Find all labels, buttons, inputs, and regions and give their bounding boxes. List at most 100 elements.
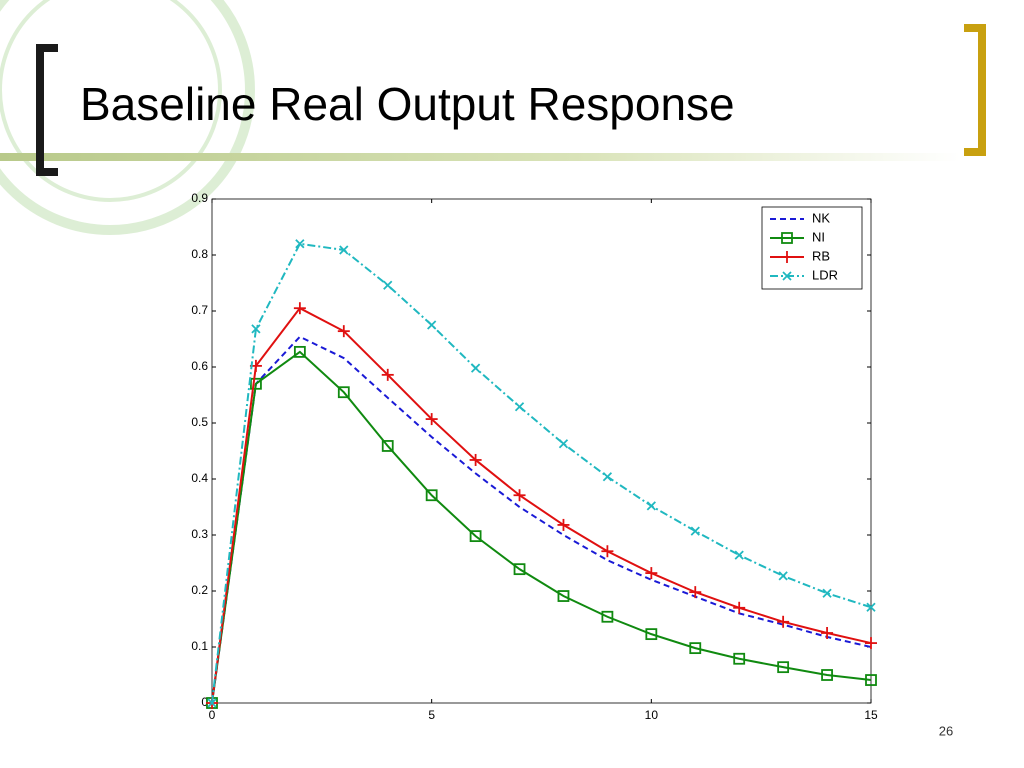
legend-label: NI [812, 229, 825, 244]
series-line [211, 335, 872, 704]
marker-shape [821, 669, 833, 681]
x-tick-label: 10 [645, 708, 659, 722]
marker [866, 602, 876, 612]
marker [689, 642, 702, 655]
marker-shape [778, 571, 788, 581]
marker [469, 453, 482, 466]
marker-shape [866, 602, 876, 612]
left-bracket [36, 44, 58, 176]
marker [822, 588, 832, 598]
marker-shape [558, 439, 569, 449]
marker [513, 489, 526, 502]
marker-shape [383, 280, 393, 290]
marker [207, 698, 217, 708]
marker-shape [427, 320, 437, 330]
y-tick-label: 0.1 [191, 639, 208, 653]
marker [469, 530, 482, 543]
y-tick-label: 0.8 [191, 247, 208, 261]
marker [689, 586, 702, 599]
x-tick-label: 5 [428, 708, 435, 722]
marker-shape [557, 590, 570, 602]
marker [293, 302, 306, 315]
marker-shape [865, 674, 877, 686]
marker [781, 232, 793, 244]
marker [425, 413, 438, 426]
marker [381, 440, 394, 452]
marker [777, 661, 790, 674]
marker [251, 324, 261, 334]
y-tick-label: 0.6 [191, 359, 208, 373]
marker [337, 386, 350, 399]
marker [733, 601, 746, 614]
marker [821, 627, 834, 639]
marker [293, 345, 306, 358]
y-tick-label: 0.9 [191, 191, 208, 205]
page-number: 26 [939, 723, 953, 738]
marker [777, 615, 790, 628]
y-tick-label: 0.5 [191, 415, 208, 429]
marker-shape [514, 402, 525, 412]
marker [425, 489, 438, 502]
marker [733, 652, 746, 665]
marker-shape [250, 377, 262, 390]
marker [295, 239, 305, 249]
marker-shape [777, 661, 790, 674]
marker-shape [207, 698, 217, 708]
marker [734, 550, 744, 560]
marker-shape [293, 345, 306, 358]
legend-box [761, 206, 863, 290]
marker [250, 377, 262, 390]
legend-label: RB [812, 248, 830, 263]
legend-label: LDR [812, 267, 838, 282]
series-line [211, 350, 872, 704]
marker [337, 325, 350, 338]
marker-shape [689, 642, 702, 655]
marker-shape [295, 239, 305, 249]
marker [470, 363, 481, 373]
marker-shape [513, 563, 526, 576]
title-band [0, 153, 960, 161]
marker-shape [734, 550, 744, 560]
y-tick-label: 0.4 [191, 471, 208, 485]
y-tick-label: 0.3 [191, 527, 208, 541]
marker [690, 526, 700, 536]
marker-shape [425, 489, 438, 502]
marker-shape [601, 610, 614, 623]
marker [646, 501, 656, 511]
marker [557, 518, 570, 531]
y-tick-label: 0 [201, 695, 208, 709]
x-tick-label: 0 [209, 708, 216, 722]
seal [0, 0, 255, 235]
legend-label: NK [812, 210, 830, 225]
marker-shape [733, 652, 746, 665]
marker [602, 472, 613, 482]
marker-shape [782, 271, 792, 281]
marker-shape [339, 245, 349, 255]
marker-shape [470, 363, 481, 373]
marker-shape [822, 588, 832, 598]
marker [782, 271, 792, 281]
plot-frame [211, 198, 872, 704]
marker [865, 674, 877, 686]
marker-shape [337, 386, 350, 399]
marker-shape [646, 501, 656, 511]
marker [514, 402, 525, 412]
marker [383, 280, 393, 290]
marker [427, 320, 437, 330]
marker [601, 545, 614, 558]
marker-shape [469, 530, 482, 543]
marker [558, 439, 569, 449]
series-line [211, 306, 872, 704]
plot: 0 0.1 0.2 0.3 0.4 0.5 0.6 0.7 0.8 0.9 0 5 10 15 NK NI RB… [191, 191, 878, 722]
marker [778, 571, 788, 581]
marker [381, 368, 394, 381]
marker [865, 637, 877, 650]
marker [557, 590, 570, 602]
marker-shape [602, 472, 613, 482]
right-bracket [964, 24, 986, 156]
marker [339, 245, 349, 255]
marker-shape [381, 440, 394, 452]
slide-title: Baseline Real Output Response [80, 78, 735, 130]
